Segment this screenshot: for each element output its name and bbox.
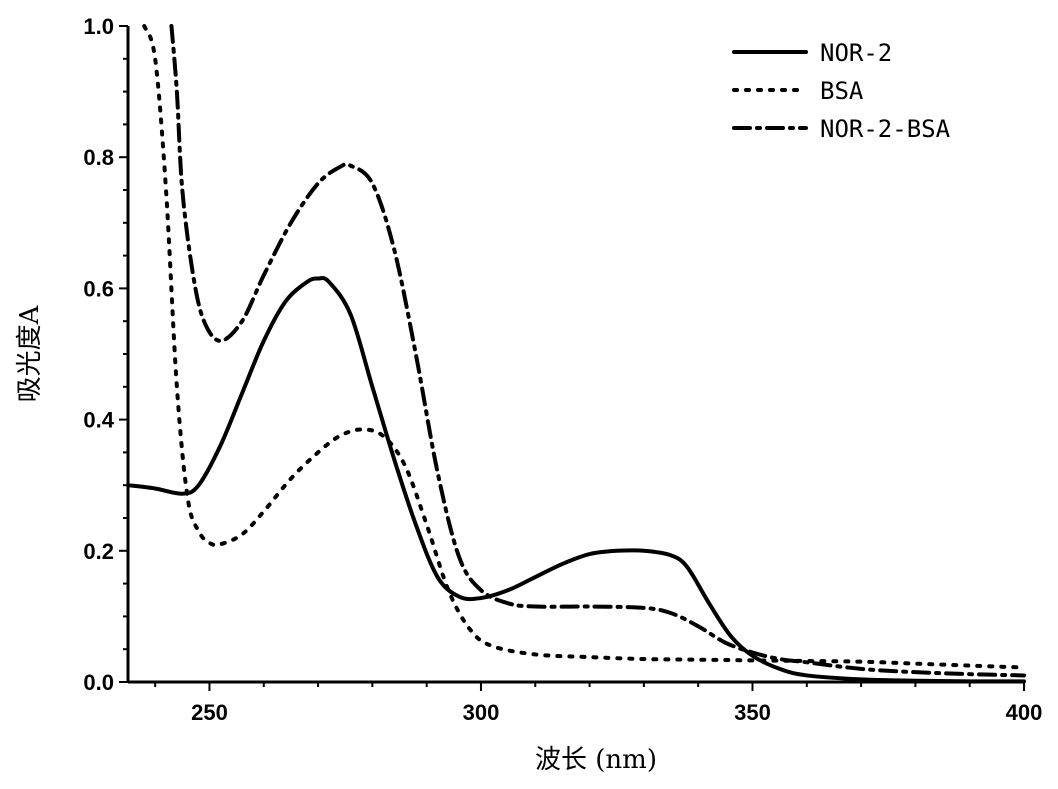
x-tick-label: 350 [734,700,771,725]
x-tick-label: 250 [191,700,228,725]
y-tick-label: 0.8 [83,145,114,170]
y-tick-label: 0.4 [83,408,114,433]
y-tick-label: 1.0 [83,14,114,39]
y-tick-label: 0.6 [83,276,114,301]
legend: NOR-2 BSA NOR-2-BSA [734,39,951,143]
legend-label-bsa: BSA [820,77,864,105]
legend-label-nor-2: NOR-2 [820,39,892,67]
x-tick-label: 400 [1006,700,1043,725]
series-line-nor-2 [128,278,1024,681]
y-tick-label: 0.0 [83,670,114,695]
absorbance-chart: 250 300 350 400 0.0 0.2 0.4 0.6 0.8 1.0 波长 (nm) 吸… [0,0,1058,789]
y-tick-label: 0.2 [83,539,114,564]
x-tick-label: 300 [463,700,500,725]
x-axis-title: 波长 (nm) [535,745,657,775]
legend-label-nor-2-bsa: NOR-2-BSA [820,115,951,143]
y-axis-title: 吸光度A [15,304,45,402]
